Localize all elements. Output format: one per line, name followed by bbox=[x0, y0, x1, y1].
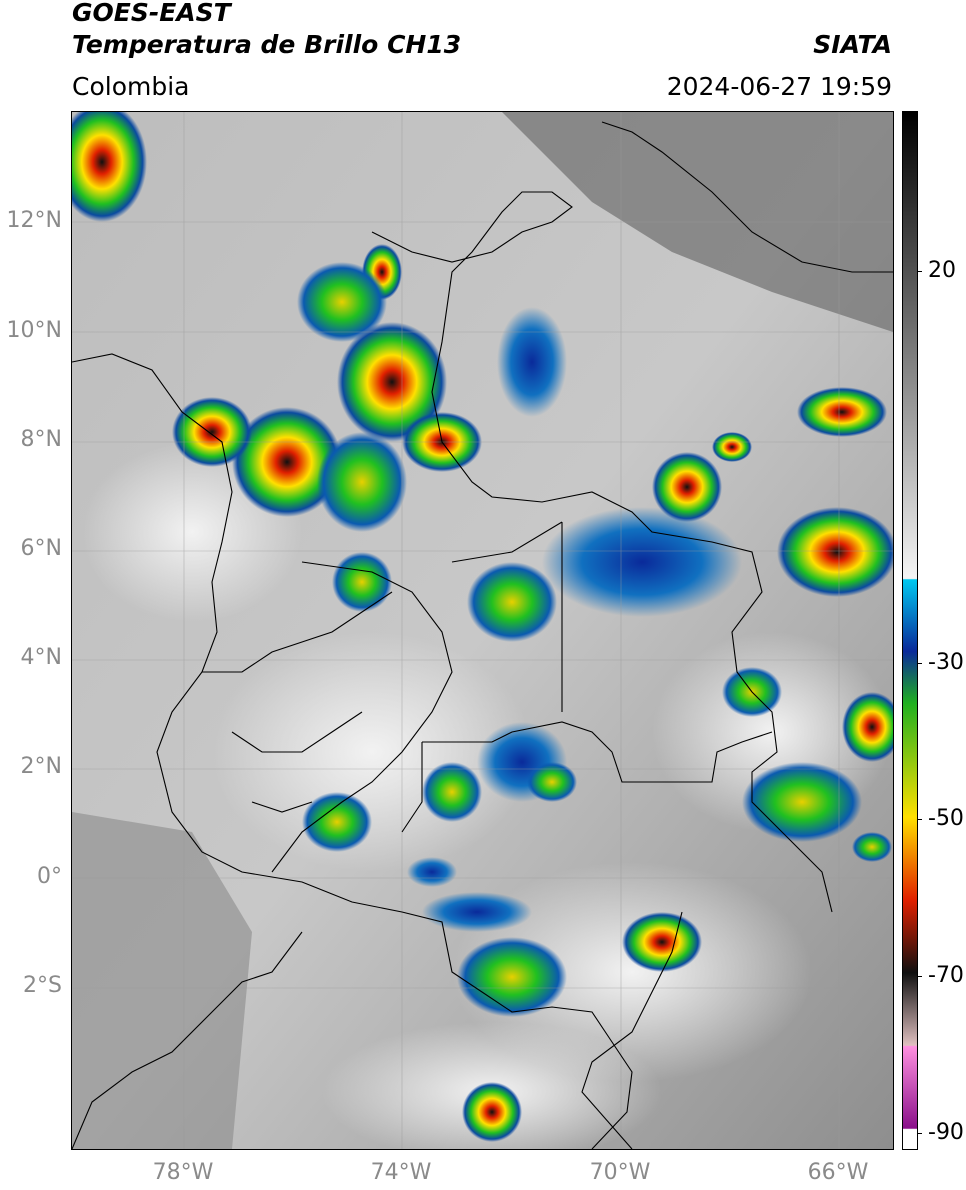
convective-cell bbox=[297, 262, 387, 342]
convective-cell bbox=[317, 432, 407, 532]
colorbar-tick bbox=[917, 1133, 922, 1134]
graticule bbox=[72, 112, 893, 1149]
convective-cell bbox=[527, 762, 577, 802]
lon-label: 78°W bbox=[152, 1160, 214, 1185]
satellite-map[interactable] bbox=[71, 111, 894, 1150]
convective-cell bbox=[407, 857, 457, 887]
region-label: Colombia bbox=[72, 72, 190, 101]
lon-label: 70°W bbox=[589, 1160, 651, 1185]
convective-cell bbox=[497, 307, 567, 417]
colorbar-label: -70 bbox=[928, 963, 964, 988]
convective-cell bbox=[332, 552, 392, 612]
lat-label: 2°S bbox=[23, 973, 62, 998]
agency-label: SIATA bbox=[813, 30, 892, 59]
convective-cell bbox=[457, 937, 567, 1017]
convective-cell bbox=[422, 762, 482, 822]
product-title: Temperatura de Brillo CH13 bbox=[72, 30, 462, 59]
colorbar-label: -50 bbox=[928, 806, 964, 831]
colorbar-label: 20 bbox=[928, 258, 956, 283]
convective-cell bbox=[542, 507, 742, 617]
satellite-title: GOES-EAST bbox=[72, 0, 231, 27]
lat-label: 10°N bbox=[6, 318, 62, 343]
convective-cell bbox=[467, 562, 557, 642]
storm-cell bbox=[777, 507, 893, 597]
colorbar-tick bbox=[917, 976, 922, 977]
storm-cell bbox=[652, 452, 722, 522]
lon-label: 66°W bbox=[807, 1160, 869, 1185]
storm-cell bbox=[842, 692, 893, 762]
storm-cell bbox=[712, 432, 752, 462]
colorbar-tick bbox=[917, 271, 922, 272]
storm-cell bbox=[797, 387, 887, 437]
lat-label: 4°N bbox=[20, 645, 62, 670]
convective-cell bbox=[302, 792, 372, 852]
border-lines bbox=[72, 121, 893, 1149]
colorbar bbox=[902, 111, 918, 1150]
lon-label: 74°W bbox=[370, 1160, 432, 1185]
convective-cell bbox=[852, 832, 892, 862]
lat-label: 8°N bbox=[20, 427, 62, 452]
timestamp-label: 2024-06-27 19:59 bbox=[666, 72, 892, 101]
convective-cell bbox=[422, 892, 532, 932]
colorbar-tick bbox=[917, 663, 922, 664]
storm-cell bbox=[232, 407, 342, 517]
colorbar-label: -90 bbox=[928, 1120, 964, 1145]
storm-cell bbox=[172, 397, 252, 467]
storm-cell bbox=[462, 1082, 522, 1142]
lat-label: 12°N bbox=[6, 208, 62, 233]
storm-cell bbox=[337, 322, 447, 442]
convective-cell bbox=[742, 762, 862, 842]
colorbar-gradient bbox=[903, 112, 917, 1149]
storm-cell bbox=[622, 912, 702, 972]
storm-cell bbox=[72, 112, 147, 222]
colorbar-label: -30 bbox=[928, 650, 964, 675]
lat-label: 0° bbox=[37, 864, 62, 889]
lat-label: 6°N bbox=[20, 536, 62, 561]
lat-label: 2°N bbox=[20, 754, 62, 779]
colorbar-tick bbox=[917, 819, 922, 820]
pacific-dark bbox=[72, 812, 252, 1149]
